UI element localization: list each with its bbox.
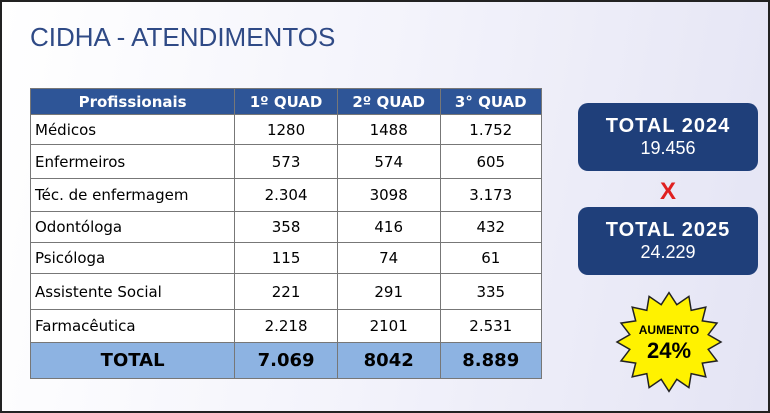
- cell: Assistente Social: [29, 273, 236, 310]
- total-cell: 8.889: [439, 342, 543, 379]
- cell: 74: [336, 242, 441, 274]
- row: Téc. de enfermagem 2.304 3098 3.173: [29, 178, 543, 212]
- cell: Farmacêutica: [29, 309, 236, 343]
- cell: 573: [234, 144, 338, 179]
- cell: 115: [234, 242, 338, 274]
- total-value: 19.456: [640, 138, 696, 158]
- total-cell: TOTAL: [29, 342, 236, 379]
- cell: 335: [439, 273, 543, 310]
- header-cell: 1º QUAD: [234, 88, 338, 115]
- cell: 61: [439, 242, 543, 274]
- row: Enfermeiros 573 574 605: [29, 144, 543, 179]
- header-row: Profissionais 1º QUAD 2º QUAD 3° QUAD: [29, 88, 543, 115]
- separator: X: [659, 178, 676, 205]
- row: Assistente Social 221 291 335: [29, 273, 543, 310]
- cell: 358: [234, 211, 338, 243]
- badge: AUMENTO 24%: [615, 291, 723, 393]
- cell: 2.304: [234, 178, 338, 212]
- header-cell: 3° QUAD: [439, 88, 543, 115]
- cell: 3.173: [439, 178, 543, 212]
- row: Médicos 1280 1488 1.752: [29, 114, 543, 145]
- header-cell: 2º QUAD: [336, 88, 441, 115]
- cell: Téc. de enfermagem: [29, 178, 236, 212]
- cell: Enfermeiros: [29, 144, 236, 179]
- row: Psicóloga 115 74 61: [29, 242, 543, 274]
- row: Farmacêutica 2.218 2101 2.531: [29, 309, 543, 343]
- cell: Médicos: [29, 114, 236, 145]
- badge-label: AUMENTO: [639, 323, 699, 337]
- cell: 605: [439, 144, 543, 179]
- badge-value: 24%: [647, 338, 691, 363]
- row: Odontóloga 358 416 432: [29, 211, 543, 243]
- total-label: TOTAL 2025: [605, 219, 731, 241]
- starburst: [615, 291, 723, 393]
- cell: 574: [336, 144, 441, 179]
- cell: Odontóloga: [29, 211, 236, 243]
- cell: 2101: [336, 309, 441, 343]
- table: Profissionais 1º QUAD 2º QUAD 3° QUAD Médico…: [29, 88, 543, 379]
- cell: 1488: [336, 114, 441, 145]
- cell: 432: [439, 211, 543, 243]
- total-box: TOTAL 2024 19.456: [578, 103, 758, 171]
- total-row: TOTAL 7.069 8042 8.889: [29, 342, 543, 379]
- cell: 1280: [234, 114, 338, 145]
- title: CIDHA - ATENDIMENTOS: [30, 22, 336, 52]
- total-cell: 7.069: [234, 342, 338, 379]
- cell: 1.752: [439, 114, 543, 145]
- cell: 2.531: [439, 309, 543, 343]
- cell: 416: [336, 211, 441, 243]
- cell: 221: [234, 273, 338, 310]
- total-label: TOTAL 2024: [605, 115, 731, 137]
- total-value: 24.229: [640, 242, 696, 262]
- cell: 3098: [336, 178, 441, 212]
- cell: Psicóloga: [29, 242, 236, 274]
- cell: 2.218: [234, 309, 338, 343]
- total-box: TOTAL 2025 24.229: [578, 207, 758, 275]
- cell: 291: [336, 273, 441, 310]
- header-cell: Profissionais: [29, 88, 236, 115]
- total-cell: 8042: [336, 342, 441, 379]
